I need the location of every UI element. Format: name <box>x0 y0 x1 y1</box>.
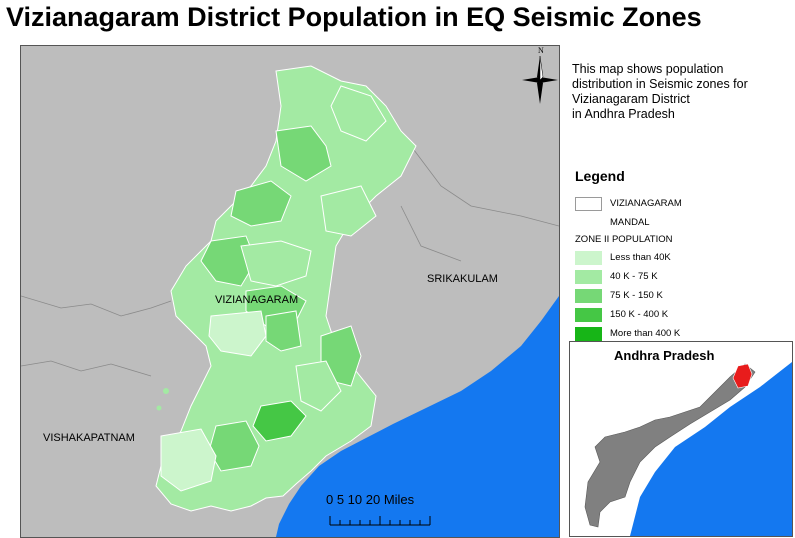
legend-title: Legend <box>575 168 625 184</box>
legend-swatch <box>575 288 602 303</box>
legend-group-label: ZONE II POPULATION <box>575 234 673 245</box>
north-label: N <box>538 46 544 55</box>
label-srikakulam: SRIKAKULAM <box>427 273 498 285</box>
compass-icon: N <box>522 46 558 104</box>
district-boundary <box>400 205 462 262</box>
description-line: This map shows population <box>572 62 724 76</box>
mandal-polygon <box>295 360 342 412</box>
district-boundary <box>21 295 172 317</box>
mandal-polygon <box>208 310 267 357</box>
inset-map-canvas <box>584 362 792 536</box>
boundary-swatch <box>575 196 602 211</box>
mandal-polygon <box>160 428 217 492</box>
small-polygon <box>163 388 169 394</box>
mandal-polygon <box>230 180 292 227</box>
legend-boundary-label: VIZIANAGARAM <box>610 198 682 209</box>
inset-map: Andhra Pradesh <box>569 341 793 537</box>
scale-bar: 0 5 10 20 Miles <box>326 492 466 532</box>
legend-boundary-row-2: MANDAL <box>575 213 790 232</box>
mandal-polygon <box>330 85 387 142</box>
mandal-polygon <box>320 185 377 237</box>
inset-title: Andhra Pradesh <box>614 348 715 363</box>
main-map-canvas <box>21 46 559 537</box>
legend-class-label: 40 K - 75 K <box>610 271 658 282</box>
legend-boundary-label-2: MANDAL <box>610 217 650 228</box>
inset-sea <box>630 362 792 536</box>
map-description: This map shows population distribution i… <box>572 62 787 122</box>
legend-class-label: 75 K - 150 K <box>610 290 663 301</box>
inset-highlight-district <box>732 363 753 389</box>
label-vishakapatnam: VISHAKAPATNAM <box>43 432 135 444</box>
legend-class-row: More than 400 K <box>575 324 790 343</box>
description-line: in Andhra Pradesh <box>572 107 675 121</box>
mandal-polygon <box>275 125 332 182</box>
legend-swatch <box>575 269 602 284</box>
mandal-polygon <box>240 240 312 287</box>
blank-swatch <box>575 216 602 230</box>
legend-class-row: Less than 40K <box>575 248 790 267</box>
legend-class-label: Less than 40K <box>610 252 671 263</box>
legend-swatch <box>575 326 602 341</box>
legend-class-row: 75 K - 150 K <box>575 286 790 305</box>
label-vizianagaram: VIZIANAGARAM <box>215 294 299 306</box>
description-line: Vizianagaram District <box>572 92 690 106</box>
north-arrow: N <box>518 44 562 104</box>
legend-swatch <box>575 307 602 322</box>
description-line: distribution in Seismic zones for <box>572 77 748 91</box>
district-boundary <box>410 145 559 227</box>
legend-class-label: 150 K - 400 K <box>610 309 669 320</box>
district-boundary <box>21 360 152 377</box>
legend-class-row: 40 K - 75 K <box>575 267 790 286</box>
inset-state <box>584 363 756 528</box>
legend: Legend VIZIANAGARAM MANDAL ZONE II POPUL… <box>575 168 790 343</box>
sea-area <box>276 296 559 537</box>
scale-bar-ruler <box>329 516 431 526</box>
legend-swatch <box>575 250 602 265</box>
map-title: Vizianagaram District Population in EQ S… <box>6 2 702 32</box>
legend-boundary-row: VIZIANAGARAM <box>575 194 790 213</box>
small-polygon <box>156 405 162 411</box>
scale-bar-labels: 0 5 10 20 Miles <box>326 492 415 507</box>
main-map[interactable]: VIZIANAGARAM SRIKAKULAM VISHAKAPATNAM <box>20 45 560 538</box>
mandal-polygon <box>252 400 307 442</box>
legend-class-label: More than 400 K <box>610 328 681 339</box>
mandal-polygon <box>265 310 302 352</box>
legend-class-row: 150 K - 400 K <box>575 305 790 324</box>
